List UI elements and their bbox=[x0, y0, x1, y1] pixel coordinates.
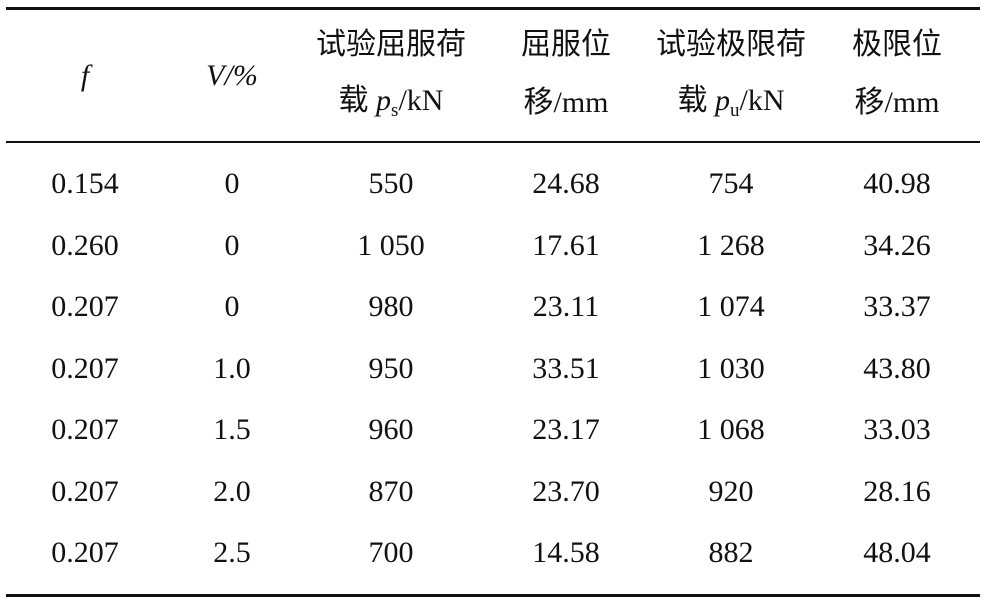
table-cell: 28.16 bbox=[863, 474, 931, 508]
table-cell: 14.58 bbox=[532, 536, 600, 569]
unit: /kN bbox=[398, 84, 444, 117]
header-text: 载 bbox=[338, 84, 369, 117]
table-cell: 0.207 bbox=[51, 474, 119, 508]
table-cell: 1 074 bbox=[697, 290, 765, 323]
table-cell: 980 bbox=[368, 290, 414, 323]
symbol: p bbox=[715, 84, 730, 117]
table-cell: 0.207 bbox=[51, 536, 119, 569]
table-cell: 17.61 bbox=[532, 228, 600, 262]
table-cell: 1.0 bbox=[213, 351, 251, 385]
table-cell: 2.5 bbox=[213, 536, 251, 569]
header-cell: 移/mm bbox=[523, 86, 609, 119]
table-cell: 23.11 bbox=[532, 290, 600, 323]
table-cell: 1 030 bbox=[697, 351, 765, 385]
table-cell: 0.207 bbox=[51, 351, 119, 385]
header-cell: 屈服位 bbox=[521, 28, 611, 61]
header-cell: 移/mm bbox=[854, 86, 940, 119]
header-cell: 试验极限荷 bbox=[656, 28, 806, 61]
table-cell: 920 bbox=[708, 474, 754, 508]
table-cell: 870 bbox=[368, 474, 414, 508]
header-cell: 载 pu/kN bbox=[677, 84, 785, 121]
header-cell: 极限位 bbox=[852, 28, 942, 61]
table-cell: 1 050 bbox=[357, 228, 425, 262]
unit: /kN bbox=[739, 84, 785, 117]
table-cell: 1 068 bbox=[697, 413, 765, 446]
table-cell: 0 bbox=[224, 290, 240, 323]
header-cell: 载 ps/kN bbox=[338, 84, 444, 121]
table-cell: 33.51 bbox=[532, 351, 600, 385]
table-cell: 550 bbox=[368, 167, 414, 200]
table-cell: 950 bbox=[368, 351, 414, 385]
symbol: p bbox=[376, 84, 392, 117]
table-cell: 43.80 bbox=[863, 351, 931, 385]
table-cell: 754 bbox=[708, 167, 754, 200]
table-cell: 33.03 bbox=[863, 413, 931, 446]
table-cell: 23.17 bbox=[532, 413, 600, 446]
header-text: 载 bbox=[677, 84, 708, 117]
table-cell: 40.98 bbox=[863, 167, 931, 200]
table-cell: 882 bbox=[708, 536, 754, 569]
table-cell: 0 bbox=[224, 167, 240, 200]
subscript: u bbox=[730, 100, 740, 121]
bottom-rule bbox=[6, 594, 980, 597]
table-cell: 0.260 bbox=[51, 228, 119, 262]
table-cell: 24.68 bbox=[532, 167, 600, 200]
header-cell: V/% bbox=[206, 59, 258, 92]
table-cell: 48.04 bbox=[863, 536, 931, 569]
header-rule bbox=[6, 141, 980, 143]
table-cell: 0.154 bbox=[51, 167, 119, 200]
table-cell: 0 bbox=[224, 228, 240, 262]
table-cell: 1.5 bbox=[213, 413, 251, 446]
table-cell: 700 bbox=[368, 536, 414, 569]
header-cell: f bbox=[80, 59, 90, 92]
table-cell: 34.26 bbox=[863, 228, 931, 262]
table-cell: 23.70 bbox=[532, 474, 600, 508]
table-cell: 2.0 bbox=[213, 474, 251, 508]
table-cell: 0.207 bbox=[51, 290, 119, 323]
table-cell: 1 268 bbox=[697, 228, 765, 262]
table-cell: 0.207 bbox=[51, 413, 119, 446]
table-cell: 33.37 bbox=[863, 290, 931, 323]
header-cell: 试验屈服荷 bbox=[316, 28, 466, 61]
top-rule bbox=[6, 7, 980, 10]
table-cell: 960 bbox=[368, 413, 414, 446]
subscript: s bbox=[391, 100, 399, 121]
